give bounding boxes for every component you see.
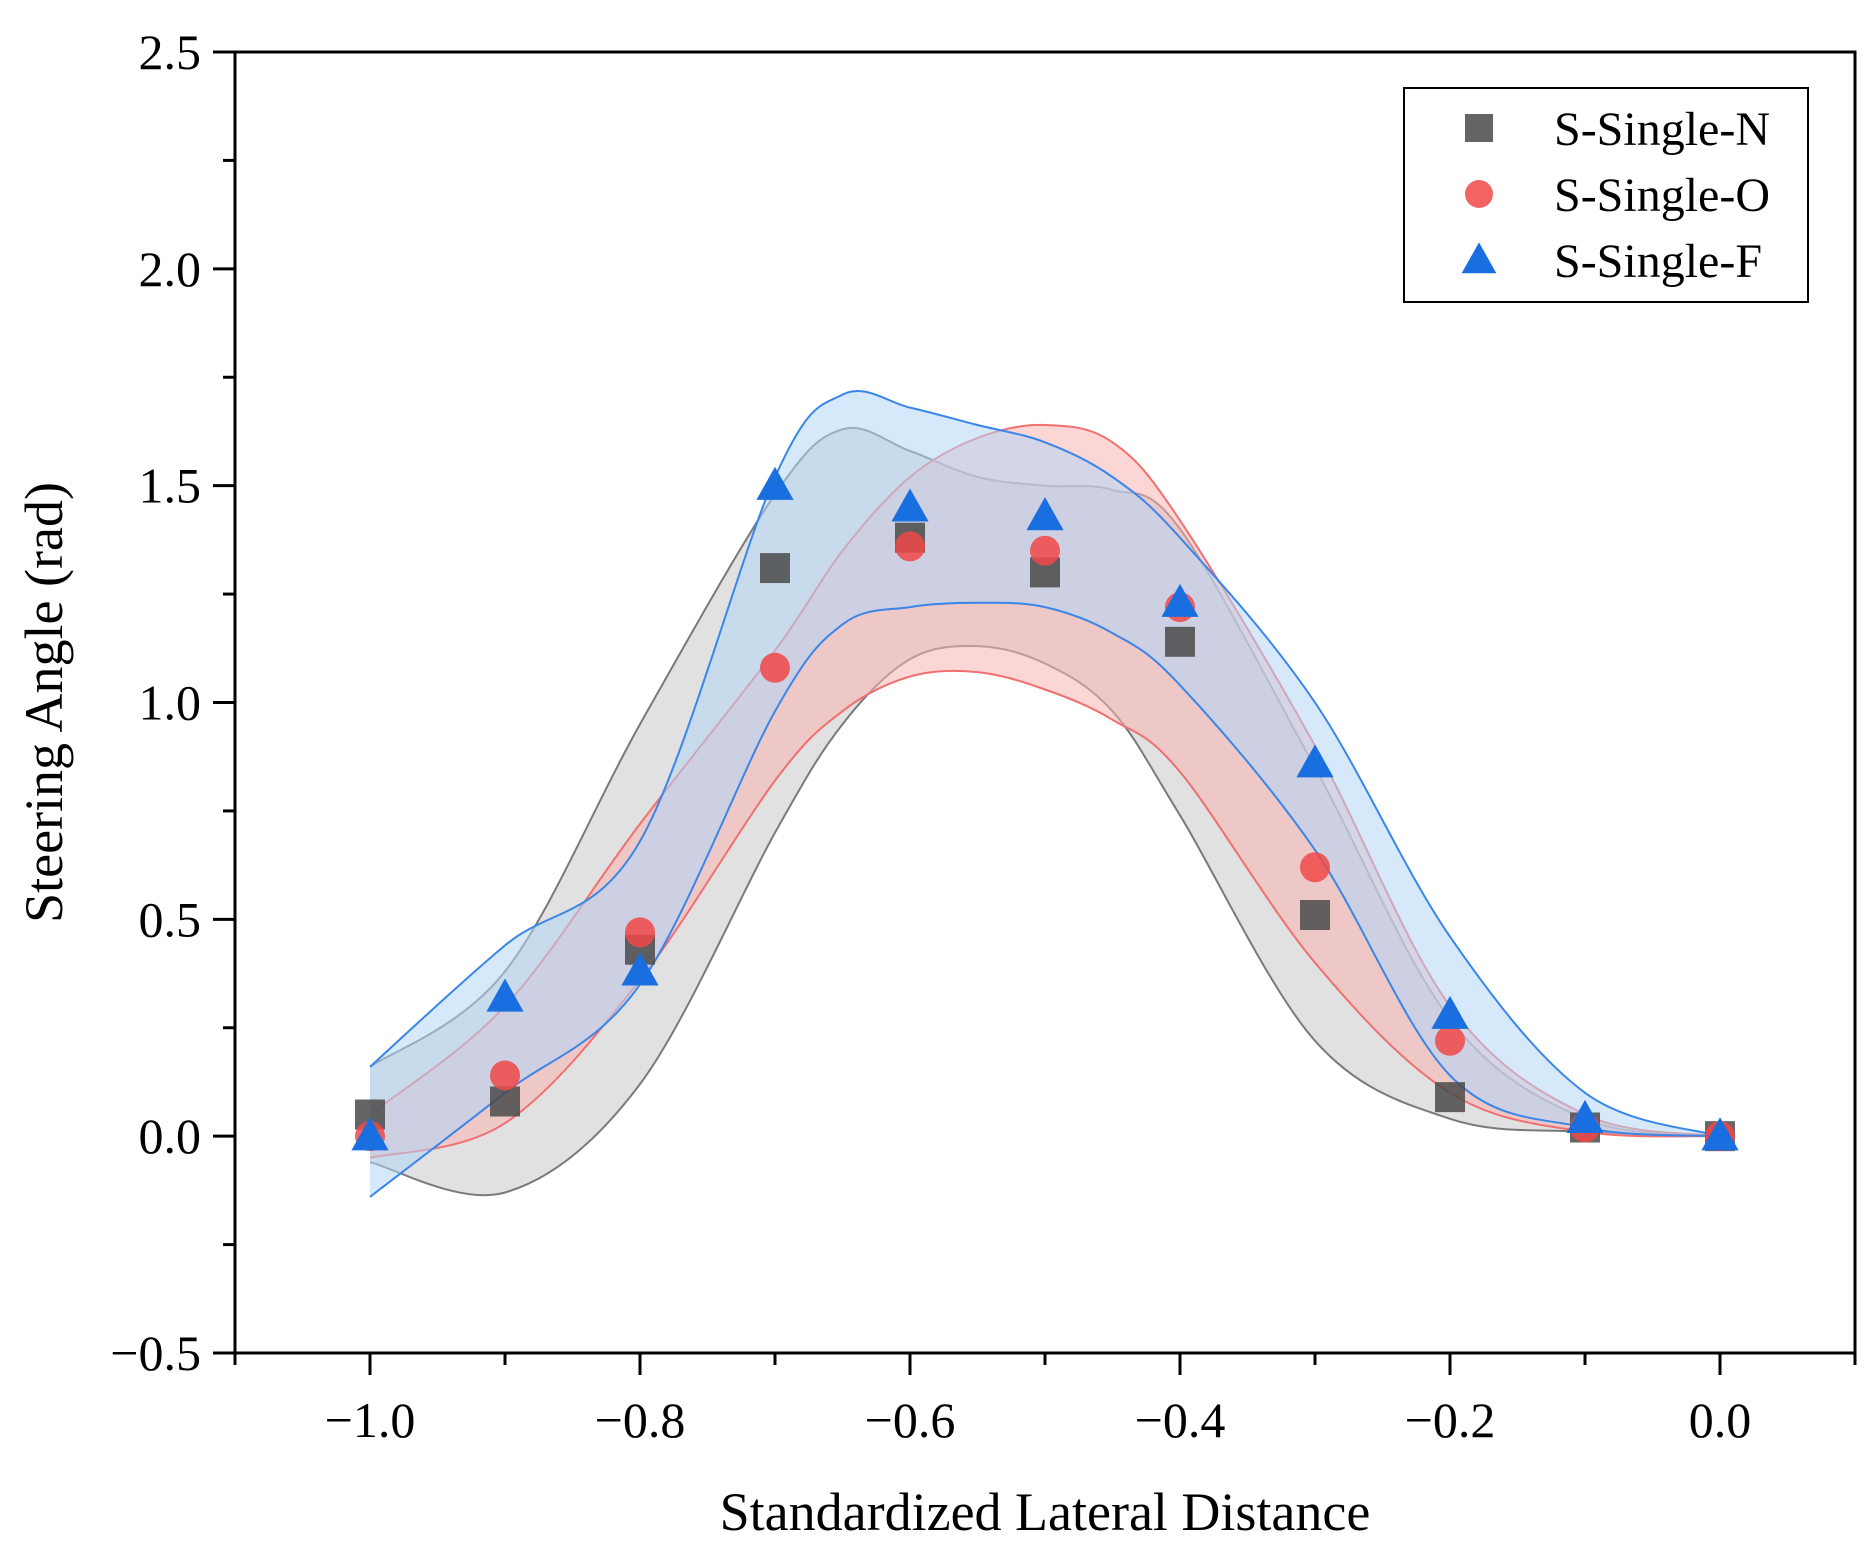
legend-label: S-Single-N	[1554, 103, 1770, 156]
legend-label: S-Single-F	[1554, 235, 1762, 288]
point-circle	[895, 531, 925, 562]
point-triangle	[1431, 995, 1469, 1029]
legend-marker-square	[1465, 114, 1493, 142]
x-tick-label: −0.4	[1135, 1392, 1226, 1448]
x-tick-label: −0.6	[865, 1392, 956, 1448]
x-tick-label: −1.0	[325, 1392, 416, 1448]
point-triangle	[621, 952, 659, 986]
point-triangle	[1701, 1117, 1739, 1151]
x-tick-label: −0.2	[1405, 1392, 1496, 1448]
band-upper-line-triangle	[369, 389, 1721, 1138]
point-triangle	[1026, 497, 1064, 531]
point-circle	[1435, 1025, 1465, 1056]
point-circle	[760, 652, 790, 683]
point-triangle	[756, 466, 794, 500]
point-circle	[490, 1060, 520, 1091]
data-points	[351, 466, 1739, 1152]
y-tick-label: 1.0	[139, 675, 202, 731]
x-axis-title: Standardized Lateral Distance	[720, 1482, 1371, 1542]
legend-marker-triangle	[1461, 242, 1497, 274]
point-triangle	[351, 1117, 389, 1151]
point-triangle	[891, 488, 929, 522]
band-fill-circle	[370, 424, 1720, 1158]
legend-marker-circle	[1465, 180, 1493, 208]
point-square	[1435, 1082, 1465, 1113]
point-triangle	[1296, 744, 1334, 778]
point-square	[1165, 626, 1195, 657]
y-tick-label: −0.5	[110, 1325, 201, 1381]
y-tick-label: 2.5	[139, 24, 202, 80]
point-triangle	[1566, 1099, 1604, 1133]
point-circle	[1300, 852, 1330, 883]
y-tick-label: 0.5	[139, 891, 202, 947]
y-axis: −0.5 0.0 0.5 1.0 1.5 2.0 2.5	[110, 24, 235, 1381]
point-square	[490, 1086, 520, 1117]
y-tick-label: 0.0	[139, 1108, 202, 1164]
point-square	[760, 553, 790, 584]
x-axis: −1.0 −0.8 −0.6 −0.4 −0.2 0.0	[233, 1353, 1857, 1448]
y-tick-label: 2.0	[139, 241, 202, 297]
legend-label: S-Single-O	[1554, 169, 1770, 222]
legend: S-Single-N S-Single-O S-Single-F	[1403, 87, 1809, 303]
point-square	[1300, 899, 1330, 930]
point-circle	[1030, 535, 1060, 566]
y-tick-label: 1.5	[139, 458, 202, 514]
x-tick-label: −0.8	[595, 1392, 686, 1448]
y-axis-title: Steering Angle (rad)	[14, 482, 74, 923]
point-triangle	[1161, 583, 1199, 617]
point-circle	[625, 917, 655, 948]
point-triangle	[486, 978, 524, 1012]
x-tick-label: 0.0	[1689, 1392, 1752, 1448]
